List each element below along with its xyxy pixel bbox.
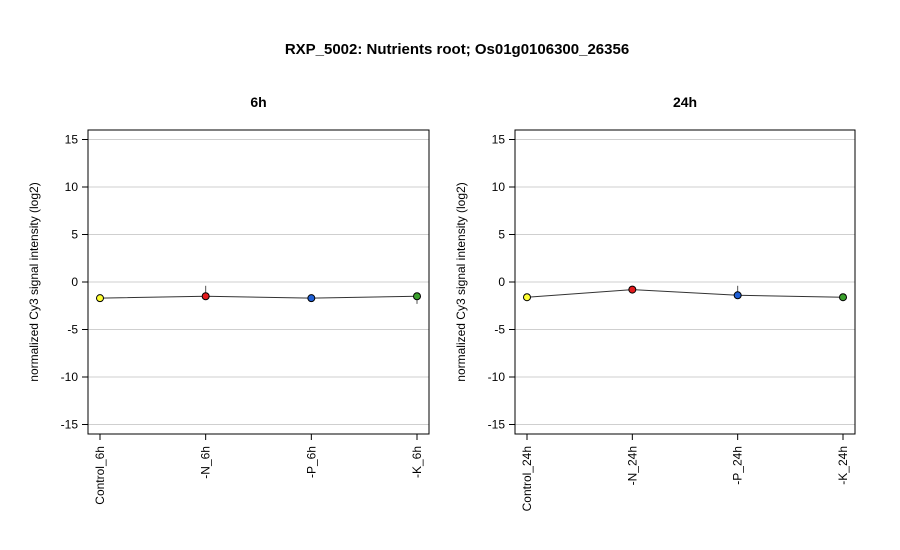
x-tick-label: -N_6h	[199, 446, 213, 479]
x-tick-label: Control_24h	[520, 446, 534, 511]
y-tick-label: 5	[71, 228, 78, 242]
data-point	[733, 291, 742, 300]
plot-frame	[514, 129, 856, 435]
data-point	[201, 292, 210, 301]
chart-panels: 6h -15 -10 -5 0 5 10 15 normalized Cy3 signal in…	[27, 94, 856, 511]
y-tick-label: -15	[61, 418, 79, 432]
y-tick-label: 0	[71, 275, 78, 289]
x-tick-label: Control_6h	[93, 446, 107, 505]
x-tick-label: -K_24h	[836, 446, 850, 485]
data-point	[523, 293, 531, 302]
y-axis-label: normalized Cy3 signal intensity (log2)	[454, 182, 468, 381]
data-point	[413, 292, 421, 301]
data-point	[839, 293, 847, 302]
series-line	[526, 289, 844, 298]
y-tick-label: 10	[492, 180, 506, 194]
x-tick-label: -P_24h	[731, 446, 745, 485]
y-axis-label: normalized Cy3 signal intensity (log2)	[27, 182, 41, 381]
panel-title: 6h	[250, 94, 266, 110]
y-tick-label: -15	[488, 418, 506, 432]
x-tick-label: -N_24h	[625, 446, 639, 485]
y-tick-label: 15	[492, 133, 506, 147]
series-line	[99, 295, 418, 299]
x-tick-label: -P_6h	[304, 446, 318, 478]
data-point	[307, 294, 316, 303]
y-tick-label: -10	[61, 370, 79, 384]
plot-frame	[87, 129, 430, 435]
y-tick-label: 15	[65, 133, 79, 147]
y-tick-label: 5	[498, 228, 505, 242]
y-tick-label: -5	[67, 323, 78, 337]
chart-panel-2: 24h -15 -10 -5 0 5 10 15 normalized Cy3 signal i…	[454, 94, 856, 511]
x-tick-label: -K_6h	[410, 446, 424, 478]
y-tick-label: -10	[488, 370, 506, 384]
chart-panel-1: 6h -15 -10 -5 0 5 10 15 normalized Cy3 signal in…	[27, 94, 430, 505]
data-point	[96, 294, 104, 303]
y-tick-label: 0	[498, 275, 505, 289]
y-tick-label: -5	[494, 323, 505, 337]
figure-title: RXP_5002: Nutrients root; Os01g0106300_2…	[285, 41, 629, 58]
y-tick-label: 10	[65, 180, 79, 194]
data-point	[628, 285, 637, 294]
panel-title: 24h	[673, 94, 697, 110]
